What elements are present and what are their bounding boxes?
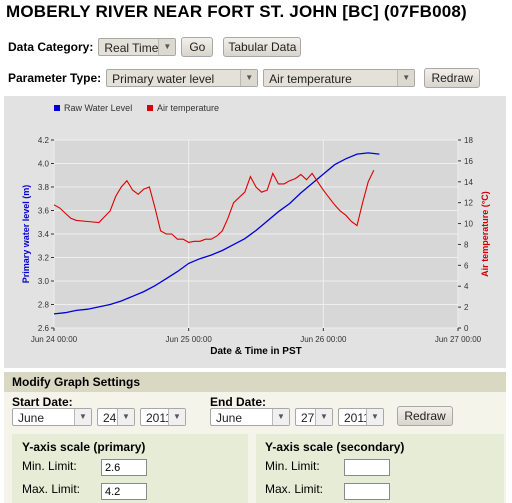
- secondary-max-input[interactable]: [344, 483, 390, 500]
- y-primary-tick-label: 3.8: [38, 183, 50, 192]
- start-day-select[interactable]: 24 ▼: [97, 408, 135, 426]
- chevron-down-icon: ▼: [272, 409, 289, 425]
- y-secondary-tick-label: 18: [464, 136, 473, 145]
- y-axis-primary-scale-title: Y-axis scale (primary): [22, 440, 146, 454]
- primary-max-input[interactable]: 4.2: [101, 483, 147, 500]
- chevron-down-icon: ▼: [168, 409, 185, 425]
- start-date-label: Start Date:: [12, 395, 73, 409]
- data-category-row: Data Category: Real Time ▼ Go Tabular Da…: [0, 37, 512, 57]
- y-primary-tick-label: 3.0: [38, 277, 50, 286]
- x-tick-label: Jun 26 00:00: [300, 335, 347, 344]
- series-line-raw-water-level: [53, 152, 380, 315]
- parameter-secondary-value: Air temperature: [269, 72, 352, 86]
- parameter-primary-value: Primary water level: [112, 72, 215, 86]
- secondary-min-label: Min. Limit:: [265, 459, 320, 473]
- secondary-min-input[interactable]: [344, 459, 390, 476]
- chevron-down-icon: ▼: [240, 70, 258, 86]
- legend-label-air-temperature: Air temperature: [157, 103, 219, 113]
- parameter-secondary-select[interactable]: Air temperature ▼: [263, 69, 416, 87]
- y-secondary-tick-label: 12: [464, 199, 473, 208]
- axis-ticks: 2.6 2.8 3.0 3.2 3.4 3.6 3.8 4.0 4.2 0 2 4 6 8 10 12 14 16…: [31, 136, 482, 344]
- data-category-select[interactable]: Real Time ▼: [98, 38, 177, 56]
- legend-swatch-air-temperature: [147, 105, 153, 111]
- chevron-down-icon: ▼: [74, 409, 91, 425]
- chevron-down-icon: ▼: [397, 70, 415, 86]
- primary-min-label: Min. Limit:: [22, 459, 77, 473]
- start-month-select[interactable]: June ▼: [12, 408, 92, 426]
- x-tick-label: Jun 25 00:00: [166, 335, 213, 344]
- x-tick-label: Jun 27 00:00: [435, 335, 482, 344]
- y-primary-tick-label: 4.0: [38, 160, 50, 169]
- end-day-value: 27: [301, 411, 315, 425]
- end-month-value: June: [216, 411, 243, 425]
- go-button[interactable]: Go: [181, 37, 214, 57]
- y-secondary-tick-label: 0: [464, 324, 469, 333]
- y-primary-tick-label: 3.6: [38, 207, 50, 216]
- series-line-air-temperature: [53, 170, 375, 243]
- water-level-chart: Raw Water Level Air temperature 2.6 2.8 3.…: [21, 103, 490, 357]
- y-secondary-tick-label: 2: [464, 303, 469, 312]
- end-date-label: End Date:: [210, 395, 267, 409]
- page-title: MOBERLY RIVER NEAR FORT ST. JOHN [BC] (0…: [6, 2, 467, 21]
- x-axis-title: Date & Time in PST: [210, 346, 302, 357]
- legend-swatch-water-level: [54, 105, 60, 111]
- end-year-value: 2011: [344, 411, 370, 425]
- x-tick-label: Jun 24 00:00: [31, 335, 78, 344]
- start-year-value: 2011: [146, 411, 172, 425]
- end-year-select[interactable]: 2011 ▼: [338, 408, 384, 426]
- chart-legend: Raw Water Level Air temperature: [54, 103, 219, 113]
- end-month-select[interactable]: June ▼: [210, 408, 290, 426]
- redraw-button[interactable]: Redraw: [424, 68, 481, 88]
- chevron-down-icon: ▼: [158, 39, 176, 55]
- settings-redraw-button[interactable]: Redraw: [397, 406, 453, 426]
- y-secondary-tick-label: 10: [464, 220, 473, 229]
- y-axis-secondary-title: Air temperature (°C): [480, 191, 490, 277]
- legend-label-water-level: Raw Water Level: [64, 103, 132, 113]
- y-secondary-tick-label: 4: [464, 282, 469, 291]
- primary-min-input[interactable]: 2.6: [101, 459, 147, 476]
- parameter-primary-select[interactable]: Primary water level ▼: [106, 69, 259, 87]
- y-primary-tick-label: 4.2: [38, 136, 50, 145]
- chevron-down-icon: ▼: [315, 409, 332, 425]
- y-primary-tick-label: 3.2: [38, 254, 50, 263]
- parameter-type-row: Parameter Type: Primary water level ▼ Ai…: [0, 68, 512, 88]
- y-secondary-tick-label: 6: [464, 261, 469, 270]
- parameter-type-label: Parameter Type:: [8, 71, 102, 85]
- chevron-down-icon: ▼: [117, 409, 134, 425]
- graph-panel: Raw Water Level Air temperature 2.6 2.8 3.…: [4, 96, 506, 368]
- start-year-select[interactable]: 2011 ▼: [140, 408, 186, 426]
- primary-max-label: Max. Limit:: [22, 482, 81, 496]
- y-axis-primary-title: Primary water level (m): [21, 185, 31, 284]
- y-primary-tick-label: 2.8: [38, 301, 50, 310]
- y-secondary-tick-label: 8: [464, 240, 469, 249]
- secondary-max-label: Max. Limit:: [265, 482, 324, 496]
- data-category-value: Real Time: [104, 41, 159, 55]
- chevron-down-icon: ▼: [366, 409, 383, 425]
- tabular-data-button[interactable]: Tabular Data: [223, 37, 302, 57]
- end-day-select[interactable]: 27 ▼: [295, 408, 333, 426]
- y-axis-secondary-scale-title: Y-axis scale (secondary): [265, 440, 405, 454]
- modify-graph-settings-header: Modify Graph Settings: [4, 372, 506, 392]
- y-primary-tick-label: 2.6: [38, 324, 50, 333]
- y-secondary-tick-label: 14: [464, 178, 473, 187]
- y-secondary-tick-label: 16: [464, 157, 473, 166]
- y-primary-tick-label: 3.4: [38, 230, 50, 239]
- data-category-label: Data Category:: [8, 40, 94, 54]
- start-month-value: June: [18, 411, 45, 425]
- start-day-value: 24: [103, 411, 117, 425]
